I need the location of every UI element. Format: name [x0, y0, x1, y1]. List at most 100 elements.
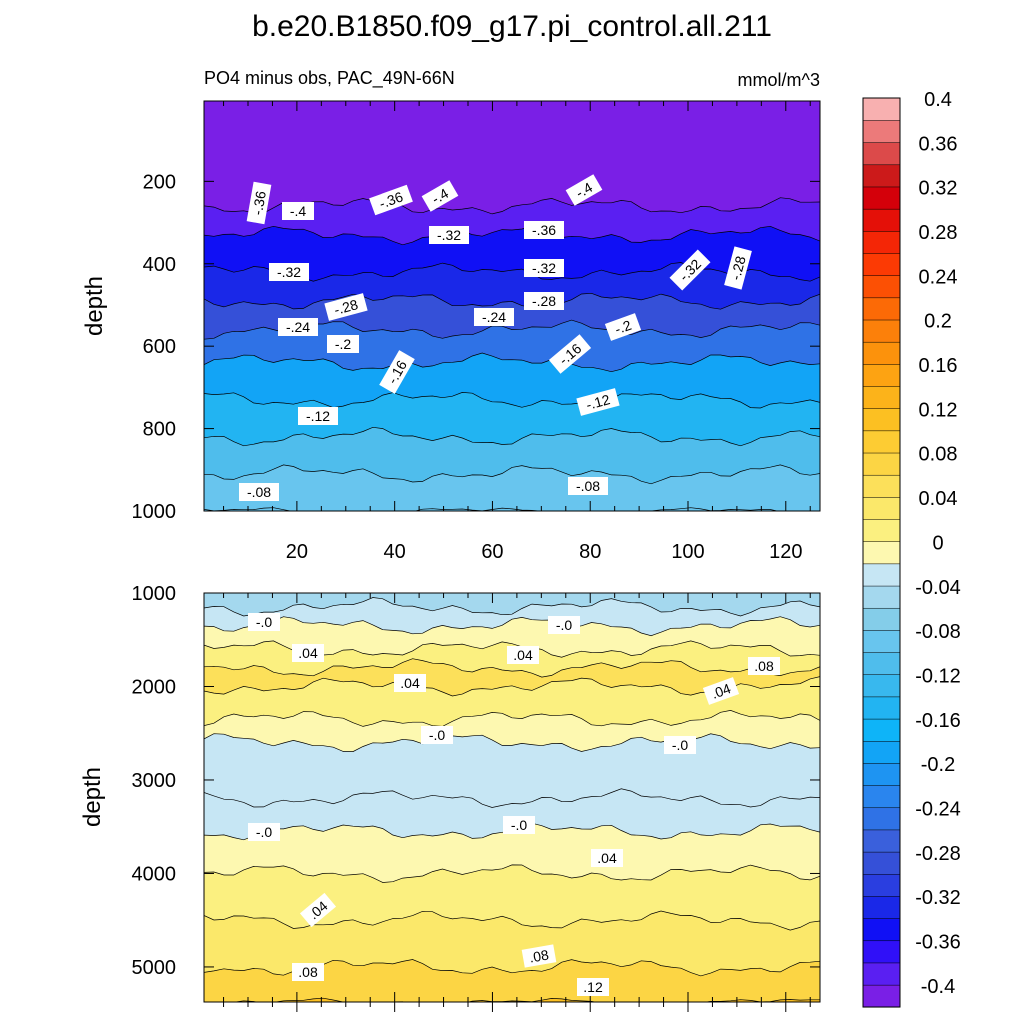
lower-contour-label-box-5	[394, 674, 426, 692]
upper-panel: 200 400 600 800 1000 20 40 60 80 100 120 -.36 -.4 -.…	[81, 100, 821, 563]
upper-xtick-label-4: 100	[671, 541, 704, 563]
upper-contour-label-text-3: -.4	[429, 185, 451, 207]
upper-y-axis-title: depth	[81, 276, 108, 336]
upper-contour-label-15: -.2	[604, 313, 642, 341]
upper-contour-label-19: -.12	[298, 407, 338, 425]
lower-contour-label-text-7: -.0	[429, 727, 446, 743]
lower-contour-label-text-3: .04	[513, 647, 533, 663]
lower-panel: 1000 2000 3000 4000 5000 -.0 -.0 .04 .04 .08 .04.…	[79, 583, 821, 1012]
lower-contour-label-15: .12	[577, 978, 609, 996]
lower-ytick-label-0: 1000	[132, 583, 177, 605]
lower-contour-label-text-11: .04	[597, 850, 617, 866]
colorbar-swatch-1	[862, 962, 901, 986]
upper-contour-label-box-12	[669, 249, 711, 291]
lower-contour-label-text-10: -.0	[511, 817, 528, 833]
chart-title: b.e20.B1850.f09_g17.pi_control.all.211	[252, 10, 772, 43]
colorbar-label-7: -0.12	[915, 665, 961, 687]
lower-contour-label-text-1: -.0	[556, 617, 573, 633]
lower-contour-label-2: .04	[292, 644, 324, 662]
colorbar-swatch-11	[862, 740, 901, 764]
upper-contour-label-22: -.08	[568, 477, 608, 495]
colorbar-label-4: -0.24	[915, 799, 961, 821]
lower-contour-label-text-5: .04	[400, 675, 420, 691]
upper-contour-label-box-22	[568, 477, 608, 495]
upper-plot-frame	[203, 100, 821, 512]
upper-contour-label-text-16: -.2	[335, 336, 352, 352]
upper-contour-label-text-13: -.24	[286, 319, 310, 335]
upper-contour-label-text-20: -.12	[584, 391, 612, 413]
lower-y-axis-title: depth	[79, 767, 106, 827]
upper-contour-label-text-1: -.4	[290, 203, 307, 219]
colorbar-swatch-25	[862, 430, 901, 454]
lower-contour-lines	[204, 597, 820, 1002]
upper-contour-label-11: -.28	[724, 246, 752, 290]
upper-contour-label-4: -.4	[565, 174, 603, 206]
colorbar-swatch-14	[862, 674, 901, 698]
colorbar-swatch-3	[862, 918, 901, 942]
colorbar-swatch-12	[862, 718, 901, 742]
upper-contour-label-box-14	[474, 308, 514, 326]
upper-contour-label-box-7	[269, 263, 309, 281]
lower-contour-labels: -.0 -.0.04.04.08.04.04-.0-.0-.0 -.0.04.04.…	[248, 613, 780, 996]
upper-contour-label-box-13	[278, 318, 318, 336]
upper-contour-label-text-11: -.28	[727, 254, 749, 282]
upper-contour-label-text-7: -.32	[277, 264, 301, 280]
colorbar-swatch-20	[862, 541, 901, 565]
colorbar-label-18: 0.32	[919, 178, 958, 200]
colorbar-swatch-27	[862, 385, 901, 409]
colorbar-swatch-9	[862, 785, 901, 809]
lower-contour-label-text-9: -.0	[256, 824, 273, 840]
lower-contour-label-1: -.0	[548, 616, 580, 634]
right-subtitle: mmol/m^3	[738, 70, 820, 90]
upper-contour-label-text-5: -.32	[437, 227, 461, 243]
upper-contour-label-box-18	[379, 350, 415, 394]
lower-contour-label-3: .04	[507, 646, 539, 664]
upper-contour-line-6	[204, 352, 820, 373]
colorbar-swatch-33	[862, 252, 901, 276]
colorbar-swatch-29	[862, 341, 901, 365]
upper-axis-ticks: 200 400 600 800 1000 20 40 60 80 100 120	[132, 101, 820, 563]
upper-ytick-label-4: 1000	[132, 501, 177, 523]
colorbar-swatch-32	[862, 275, 901, 299]
upper-contour-label-10: -.28	[524, 292, 564, 310]
upper-contour-label-box-9	[324, 293, 368, 321]
upper-xtick-label-0: 20	[286, 541, 308, 563]
colorbar-swatch-13	[862, 696, 901, 720]
upper-contour-label-box-6	[524, 221, 564, 239]
upper-xtick-label-5: 120	[769, 541, 802, 563]
upper-contour-label-text-15: -.2	[613, 317, 634, 338]
upper-contour-label-text-6: -.36	[532, 222, 556, 238]
colorbar-swatch-31	[862, 297, 901, 321]
lower-contour-label-box-1	[548, 616, 580, 634]
colorbar-swatch-16	[862, 629, 901, 653]
lower-contour-label-box-15	[577, 978, 609, 996]
colorbar: -0.4 -0.36 -0.32 -0.28 -0.24 -0.2 -0.16 -0.12 -0…	[862, 89, 961, 1008]
colorbar-label-9: -0.04	[915, 577, 961, 599]
colorbar-swatch-34	[862, 230, 901, 254]
colorbar-swatch-21	[862, 518, 901, 542]
upper-contour-line-7	[204, 392, 820, 409]
lower-contour-label-4: .08	[748, 657, 780, 675]
lower-contour-label-box-3	[507, 646, 539, 664]
upper-contour-label-box-11	[724, 246, 752, 290]
upper-contour-label-box-17	[548, 334, 592, 374]
upper-ytick-label-2: 600	[143, 336, 176, 358]
colorbar-label-5: -0.2	[921, 754, 955, 776]
upper-contour-label-box-10	[524, 292, 564, 310]
upper-contour-label-box-15	[604, 313, 642, 341]
colorbar-label-14: 0.16	[919, 355, 958, 377]
upper-contour-label-2: -.36	[369, 184, 413, 216]
upper-contour-label-16: -.2	[327, 335, 359, 353]
lower-contour-label-box-14	[521, 944, 557, 968]
colorbar-label-20: 0.4	[924, 89, 952, 111]
lower-contour-label-box-2	[292, 644, 324, 662]
lower-contour-label-box-8	[664, 736, 696, 754]
lower-contour-label-text-2: .04	[298, 645, 318, 661]
colorbar-swatch-0	[862, 984, 901, 1008]
upper-contour-label-box-5	[429, 226, 469, 244]
upper-contour-label-5: -.32	[429, 226, 469, 244]
colorbar-label-15: 0.2	[924, 311, 952, 333]
colorbar-swatch-38	[862, 142, 901, 166]
lower-contour-label-box-4	[748, 657, 780, 675]
